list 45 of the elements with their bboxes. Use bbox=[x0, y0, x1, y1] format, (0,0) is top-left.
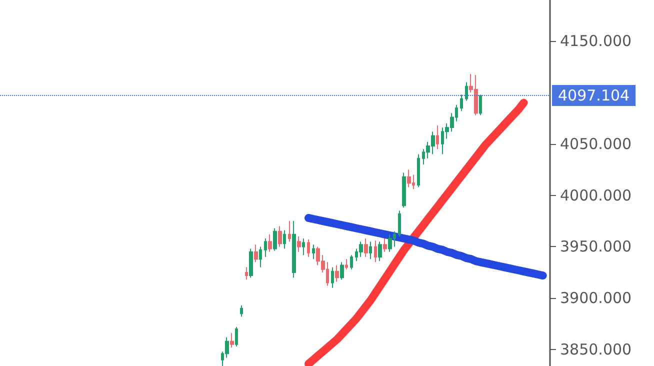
candlestick bbox=[331, 266, 334, 288]
candlestick bbox=[407, 169, 411, 188]
candlestick bbox=[383, 238, 387, 252]
candlestick bbox=[254, 244, 258, 263]
candlestick bbox=[340, 262, 344, 280]
y-tick-label: 3950.000 bbox=[560, 238, 632, 256]
candlestick bbox=[302, 238, 305, 256]
candlestick bbox=[402, 172, 406, 208]
candlestick bbox=[273, 228, 277, 252]
y-tick-label: 4050.000 bbox=[560, 134, 632, 153]
candlestick bbox=[288, 220, 291, 242]
candlestick bbox=[264, 238, 267, 258]
ref-line-label: 4097.104 bbox=[558, 86, 630, 105]
y-tick-label: 4150.000 bbox=[560, 32, 632, 50]
candlestick bbox=[479, 94, 482, 116]
candlestick bbox=[345, 258, 348, 270]
candlestick bbox=[460, 94, 463, 112]
y-tick-label: 3850.000 bbox=[560, 340, 632, 359]
candlestick bbox=[268, 234, 272, 252]
candlestick bbox=[374, 240, 377, 263]
candlestick bbox=[350, 254, 353, 270]
candlestick bbox=[388, 234, 392, 252]
candlestick bbox=[312, 244, 315, 260]
candlestick bbox=[335, 264, 339, 282]
y-tick-label: 4000.000 bbox=[560, 186, 632, 204]
y-tick-label: 3900.000 bbox=[560, 289, 632, 308]
candlestick bbox=[292, 220, 296, 278]
candlestick bbox=[235, 326, 238, 347]
candlestick bbox=[245, 266, 248, 280]
candlestick bbox=[436, 124, 439, 150]
candlestick bbox=[378, 241, 382, 262]
candlestick bbox=[240, 304, 243, 318]
candlestick bbox=[297, 236, 301, 252]
candlestick bbox=[307, 239, 310, 258]
candlestick bbox=[359, 241, 363, 258]
candlestick bbox=[278, 226, 282, 248]
candlestick bbox=[283, 230, 286, 250]
candlestick bbox=[369, 241, 372, 260]
candlestick bbox=[259, 246, 262, 268]
candlestick bbox=[398, 210, 401, 237]
candlestick bbox=[249, 248, 253, 278]
candlestick bbox=[364, 238, 368, 258]
candlestick bbox=[465, 82, 468, 102]
candlestick bbox=[417, 154, 420, 188]
candlestick bbox=[230, 332, 234, 348]
